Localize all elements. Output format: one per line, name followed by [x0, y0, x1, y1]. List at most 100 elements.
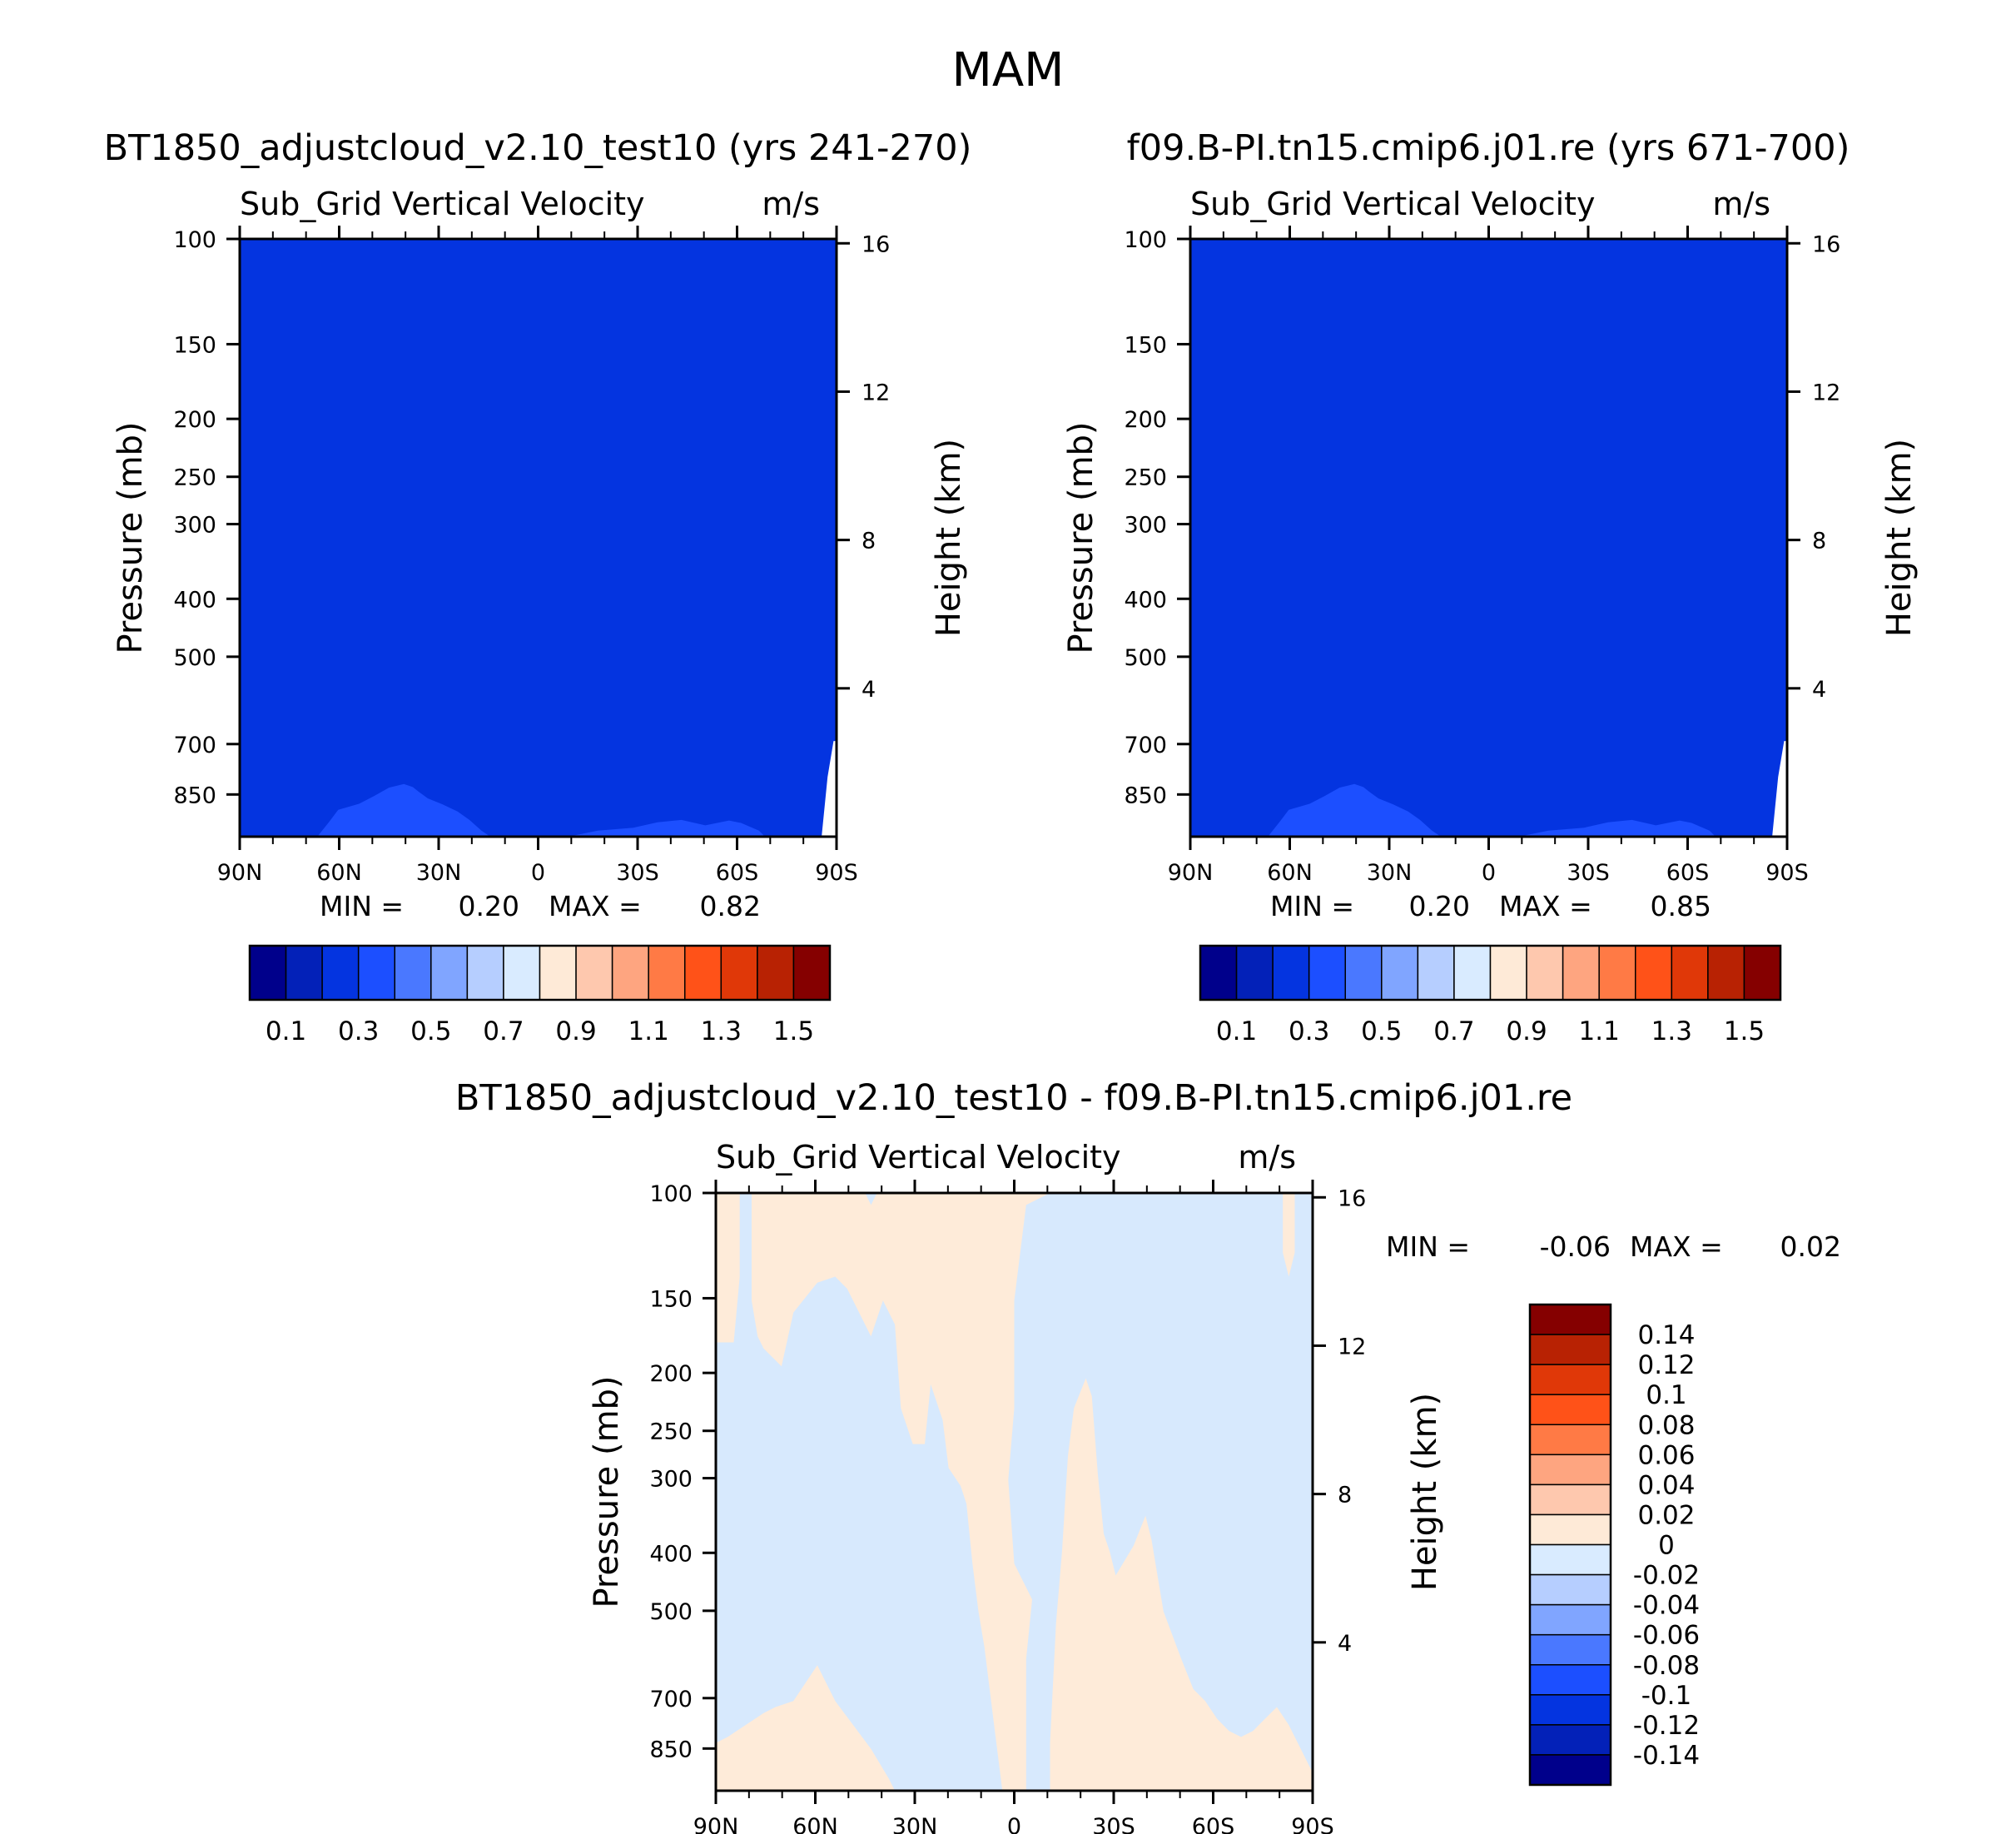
y-tick-label: 500: [173, 645, 216, 671]
plot-fill: [716, 1193, 1313, 1791]
y-tick-label: 200: [1124, 407, 1167, 433]
colorbar-label: 0.04: [1637, 1470, 1695, 1500]
colorbar-label: 0.1: [1646, 1380, 1686, 1410]
colorbar-box: [1529, 1513, 1611, 1546]
colorbar-box: [1529, 1454, 1611, 1486]
colorbar-box: [1635, 945, 1673, 1001]
colorbar-box: [1529, 1543, 1611, 1576]
panel-title: f09.B-PI.tn15.cmip6.j01.re (yrs 671-700): [1127, 127, 1850, 169]
x-tick-label: 0: [1007, 1814, 1021, 1834]
colorbar-label: 1.3: [1651, 1016, 1692, 1046]
positive-region-e: [1283, 1193, 1295, 1277]
colorbar-label: -0.1: [1641, 1681, 1692, 1711]
colorbar-label: -0.06: [1633, 1621, 1700, 1651]
colorbar-box: [1381, 945, 1419, 1001]
y-tick-label: 200: [649, 1361, 693, 1387]
colorbar-box: [466, 945, 504, 1001]
colorbar-label: 0.02: [1637, 1500, 1695, 1530]
y-tick-label: 250: [1124, 465, 1167, 491]
y2-axis-title: Height (km): [1406, 1393, 1444, 1591]
colorbar: 0.1 0.3 0.5 0.7 0.9 1.1 1.3 1.5: [248, 944, 832, 1046]
colorbar-box: [249, 945, 287, 1001]
colorbar-label: 0.06: [1637, 1440, 1695, 1470]
colorbar-label: 0.9: [555, 1016, 596, 1046]
colorbar: 0.1 0.3 0.5 0.7 0.9 1.1 1.3 1.5: [1199, 944, 1782, 1046]
colorbar-label: 0.1: [266, 1016, 306, 1046]
colorbar-box: [539, 945, 577, 1001]
colorbar-box: [648, 945, 686, 1001]
colorbar-box: [1562, 945, 1600, 1001]
positive-region-a: [752, 1193, 1050, 1791]
missing-data-edge: [822, 741, 837, 837]
colorbar-box: [321, 945, 360, 1001]
colorbar-label: 0.3: [338, 1016, 379, 1046]
positive-region-c: [716, 1193, 740, 1343]
y2-tick-label: 12: [1812, 380, 1840, 405]
colorbar-box: [430, 945, 469, 1001]
colorbar-box: [792, 945, 831, 1001]
y2-tick-label: 8: [862, 529, 876, 554]
min-value: -0.06: [1540, 1230, 1611, 1263]
panel-b: 90N 60N 30N 0 30S 60S 90S 100 150 200 250 300 400 500…: [1062, 127, 1919, 1046]
colorbar-box: [1529, 1573, 1611, 1606]
plot-fill: [240, 239, 837, 837]
x-tick-label: 90N: [693, 1814, 739, 1834]
colorbar-label: -0.14: [1633, 1741, 1700, 1771]
colorbar-box: [1344, 945, 1383, 1001]
y-tick-label: 400: [1124, 587, 1167, 613]
y-tick-label: 400: [173, 587, 216, 613]
colorbar-box: [757, 945, 795, 1001]
field-fill: [240, 239, 837, 837]
y2-tick-label: 16: [1338, 1185, 1366, 1211]
panel-subtitle: Sub_Grid Vertical Velocity: [240, 186, 645, 222]
y-axis-title: Pressure (mb): [112, 421, 150, 654]
y-tick-label: 300: [649, 1467, 693, 1493]
x-tick-label: 90S: [1291, 1814, 1334, 1834]
missing-data-edge: [1772, 741, 1787, 837]
colorbar-label: 0.9: [1506, 1016, 1547, 1046]
panel-subtitle: Sub_Grid Vertical Velocity: [1190, 186, 1596, 222]
y-tick-label: 400: [649, 1541, 693, 1567]
x-tick-label: 90N: [1168, 860, 1214, 886]
colorbar-box: [1529, 1664, 1611, 1696]
x-tick-label: 30N: [416, 860, 462, 886]
colorbar-label: 0.7: [1433, 1016, 1474, 1046]
panels: 90N 60N 30N 0 30S 60S 90S100150200250300400500…: [104, 127, 1919, 1834]
min-label: MIN =: [1386, 1230, 1470, 1263]
low-level-patch-south: [568, 819, 765, 837]
max-label: MAX =: [1630, 1230, 1723, 1263]
y2-tick-label: 12: [862, 380, 890, 405]
colorbar-label: 1.1: [628, 1016, 669, 1046]
y-tick-label: 150: [173, 332, 216, 358]
y-tick-label: 700: [649, 1687, 693, 1712]
colorbar-box: [1235, 945, 1274, 1001]
colorbar-box: [1529, 1334, 1611, 1365]
colorbar-box: [1707, 945, 1745, 1001]
colorbar-label: 0.1: [1216, 1016, 1257, 1046]
x-tick-label: 90S: [1765, 860, 1809, 886]
min-value: 0.20: [459, 890, 519, 922]
x-tick-label: 60S: [1666, 860, 1710, 886]
colorbar-label: -0.08: [1633, 1651, 1700, 1681]
colorbar-frame: [1528, 1303, 1612, 1787]
colorbar-box: [1489, 945, 1527, 1001]
panel-c: 90N 60N 30N 0 30S 60S 90S 100 150 200 250 300 400 500…: [455, 1077, 1841, 1834]
y-tick-label: 250: [173, 465, 216, 491]
x-tick-label: 0: [1482, 860, 1496, 886]
panel-title: BT1850_adjustcloud_v2.10_test10 - f09.B-…: [455, 1077, 1572, 1119]
y-tick-label: 200: [173, 407, 216, 433]
colorbar-label: 0.5: [410, 1016, 451, 1046]
colorbar-box: [1529, 1603, 1611, 1636]
panel-subtitle: Sub_Grid Vertical Velocity: [716, 1139, 1121, 1175]
low-level-patch-north: [1268, 783, 1442, 837]
panel-units: m/s: [762, 186, 820, 222]
positive-region-b: [1050, 1378, 1313, 1791]
colorbar-box: [1526, 945, 1564, 1001]
y2-axis-title: Height (km): [1880, 439, 1919, 637]
figure-title: MAM: [952, 43, 1065, 97]
colorbar-label: 0.08: [1637, 1410, 1695, 1440]
colorbar-box: [684, 945, 722, 1001]
y-tick-label: 100: [1124, 227, 1167, 253]
x-tick-label: 60S: [1192, 1814, 1235, 1834]
y-tick-label: 250: [649, 1419, 693, 1445]
